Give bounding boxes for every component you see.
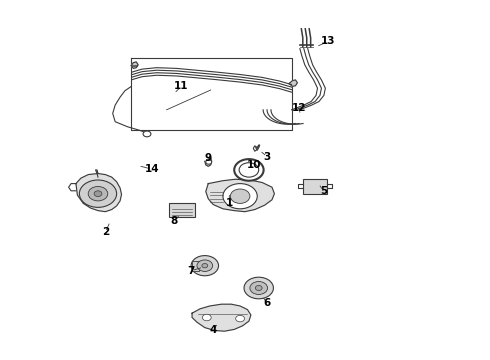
Circle shape [236,315,245,322]
Text: 11: 11 [174,81,189,91]
Circle shape [234,159,264,181]
Text: 1: 1 [226,198,233,208]
Circle shape [88,186,108,201]
Circle shape [94,191,102,197]
Text: 10: 10 [246,159,261,170]
Text: 13: 13 [321,36,336,46]
Circle shape [250,282,268,294]
Polygon shape [206,179,274,212]
Text: 12: 12 [292,103,306,113]
Circle shape [197,260,213,271]
Text: 9: 9 [205,153,212,163]
Text: 7: 7 [187,266,195,276]
Polygon shape [205,158,212,166]
Polygon shape [76,174,122,212]
Text: 5: 5 [320,186,327,196]
Circle shape [202,264,208,268]
Circle shape [206,160,212,164]
Circle shape [79,180,117,207]
Circle shape [223,184,257,209]
Text: 8: 8 [171,216,177,226]
Circle shape [244,277,273,299]
Polygon shape [256,145,260,150]
Circle shape [239,163,259,177]
Bar [303,179,327,194]
Text: 14: 14 [145,164,159,174]
Polygon shape [192,304,251,331]
Circle shape [143,131,151,137]
Polygon shape [289,80,297,86]
Circle shape [255,285,262,291]
Circle shape [191,256,219,276]
Circle shape [230,189,250,203]
Text: 6: 6 [264,298,270,308]
Bar [192,261,199,271]
Polygon shape [131,62,138,68]
Text: 3: 3 [264,152,270,162]
Bar [169,203,195,217]
Text: 2: 2 [102,227,109,237]
Text: 4: 4 [209,325,217,336]
Circle shape [202,314,211,321]
